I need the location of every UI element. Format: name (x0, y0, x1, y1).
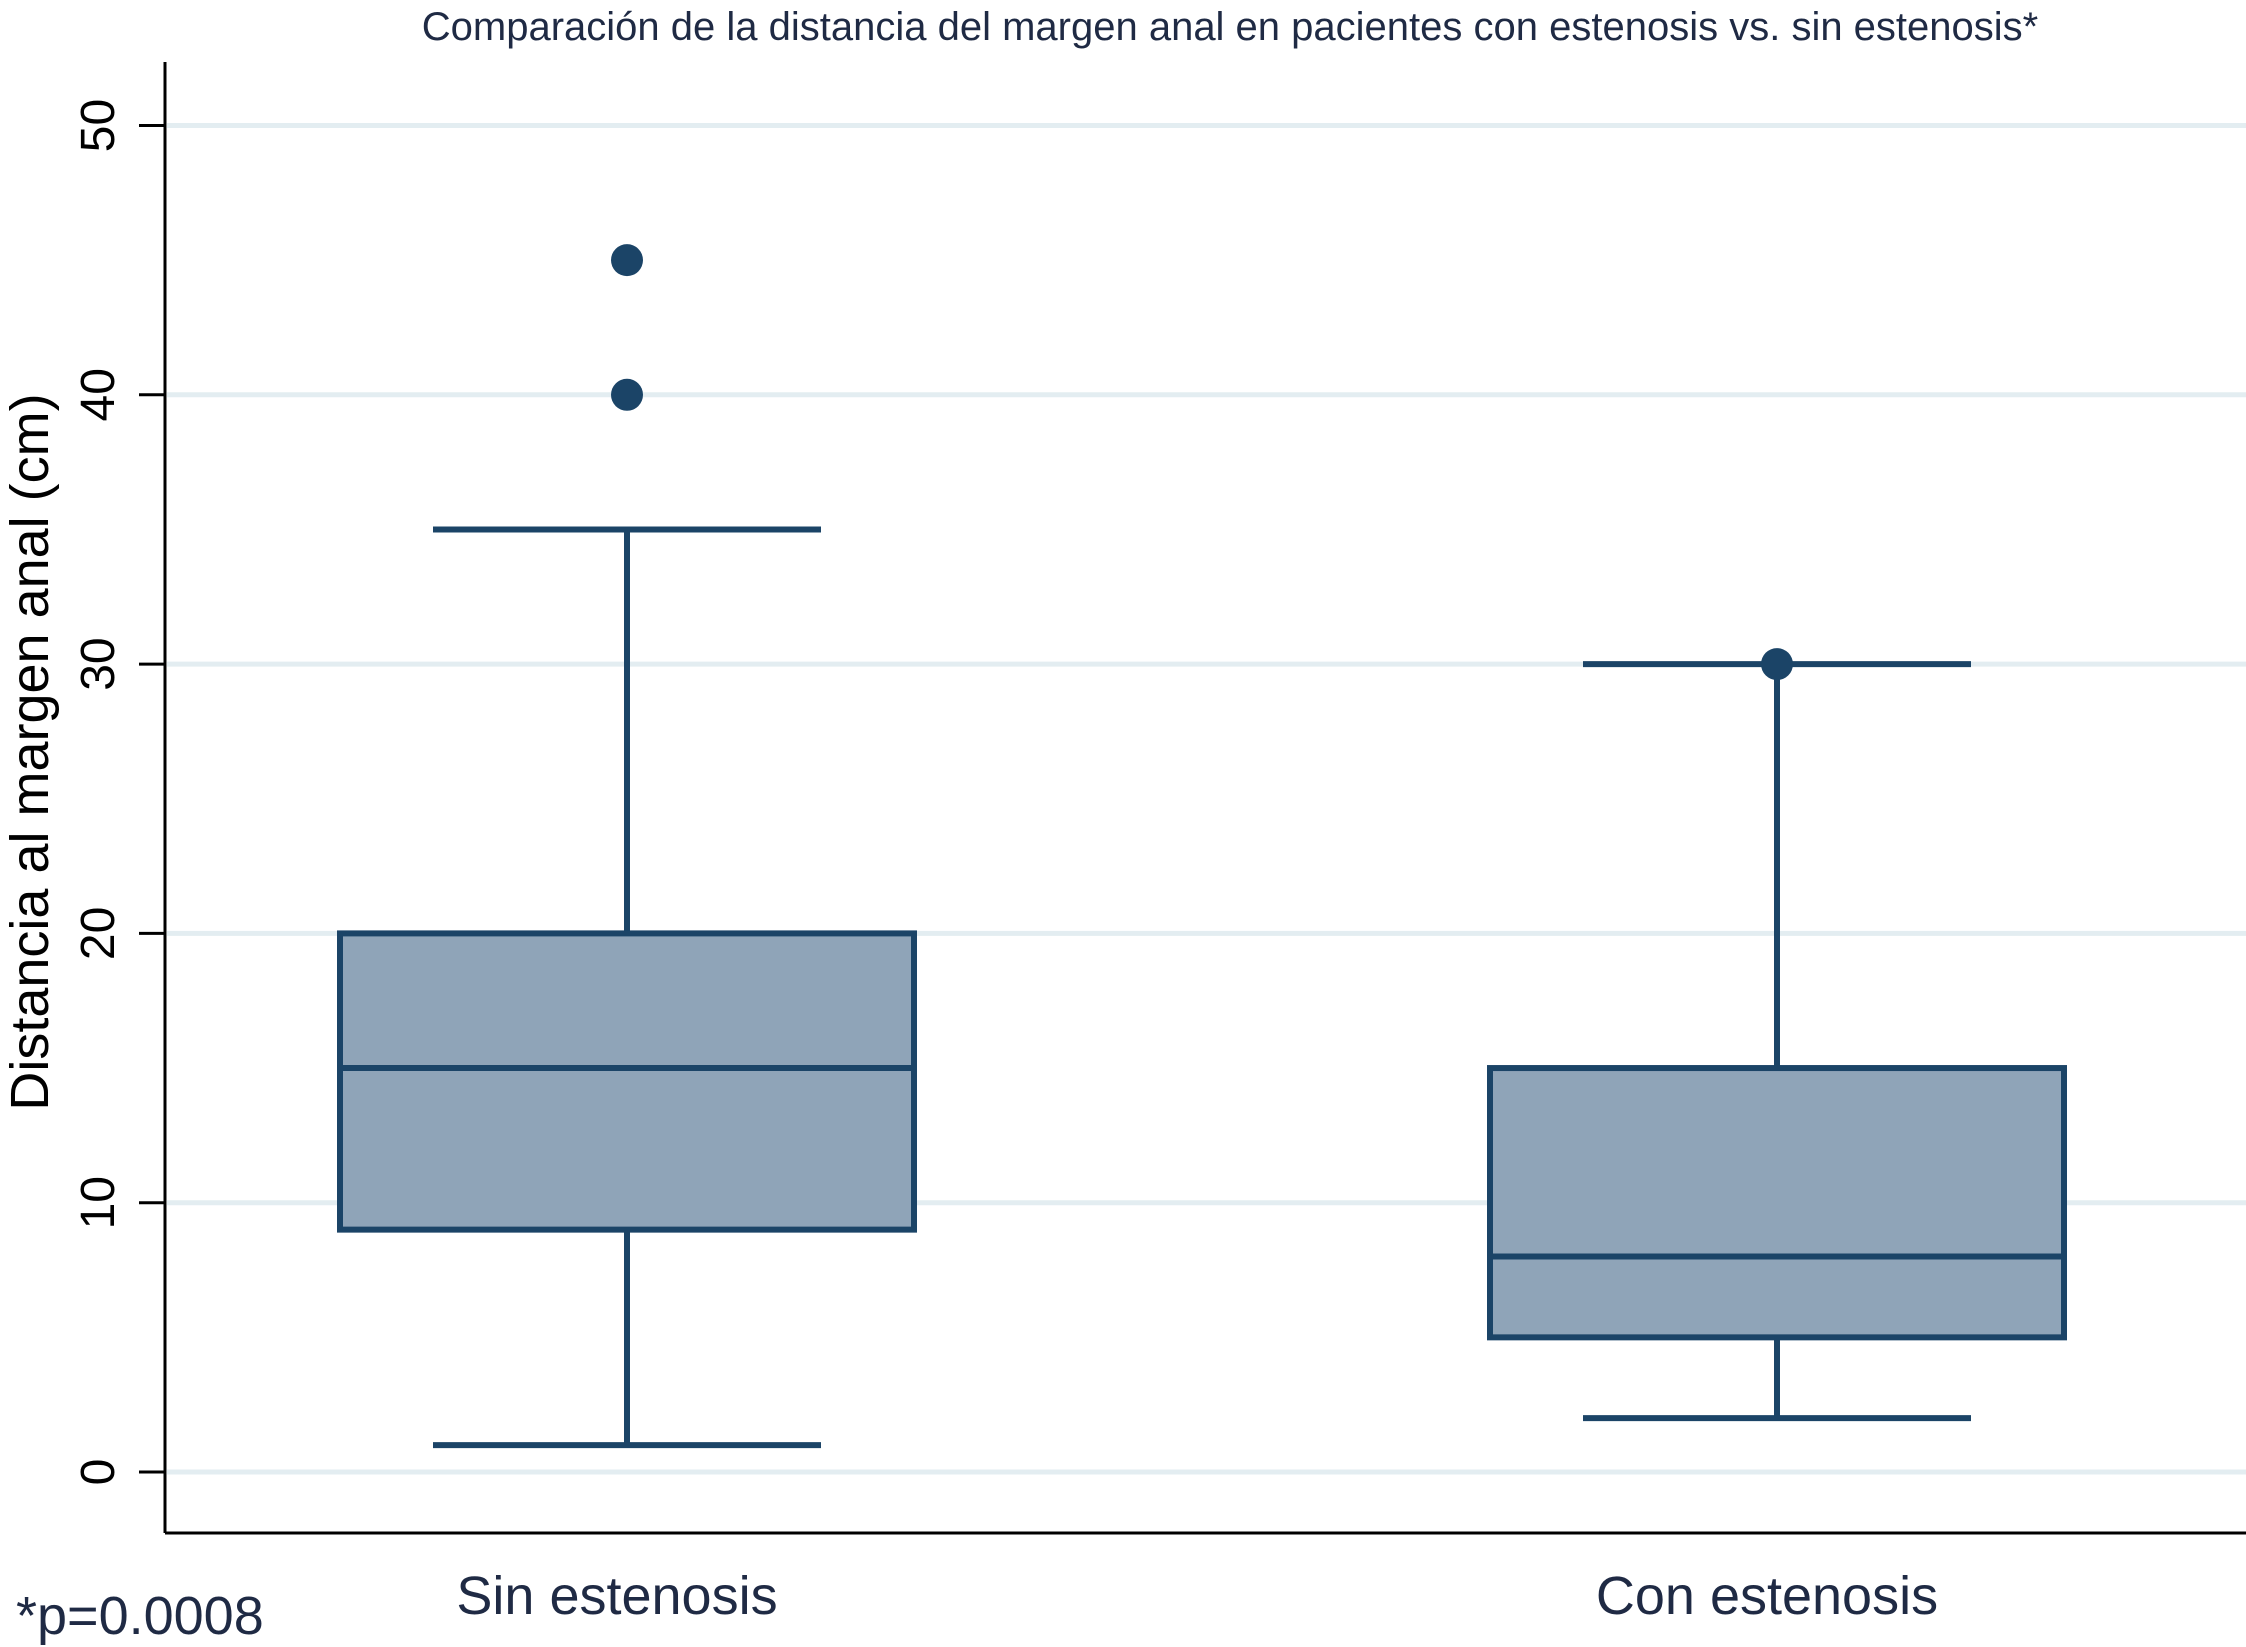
box-group-1 (1487, 648, 2067, 1422)
y-tick-label-20: 20 (72, 907, 125, 960)
iqr-box-0 (337, 930, 917, 1233)
y-axis-label: Distancia al margen anal (cm) (0, 393, 60, 1110)
y-tick-label-50: 50 (72, 99, 125, 152)
outlier-point-1-0 (1761, 648, 1793, 681)
x-tick-labels: Sin estenosis Con estenosis (456, 1566, 1938, 1626)
y-tick-label-0: 0 (72, 1459, 125, 1486)
p-value-footnote: *p=0.0008 (16, 1586, 264, 1646)
y-tick-label-40: 40 (72, 368, 125, 421)
x-tick-label-1: Con estenosis (1596, 1566, 1938, 1626)
y-tick-labels: 0 10 20 30 40 50 (72, 99, 165, 1486)
axes (163, 62, 2246, 1535)
y-tick-label-10: 10 (72, 1176, 125, 1229)
outlier-point-0-0 (611, 378, 643, 411)
x-tick-label-0: Sin estenosis (456, 1566, 777, 1626)
box-plot-series (337, 244, 2067, 1449)
chart-title: Comparación de la distancia del margen a… (422, 5, 2038, 49)
iqr-box-1 (1487, 1065, 2067, 1341)
y-tick-label-30: 30 (72, 637, 125, 690)
outlier-point-0-1 (611, 244, 643, 277)
box-group-0 (337, 244, 917, 1449)
